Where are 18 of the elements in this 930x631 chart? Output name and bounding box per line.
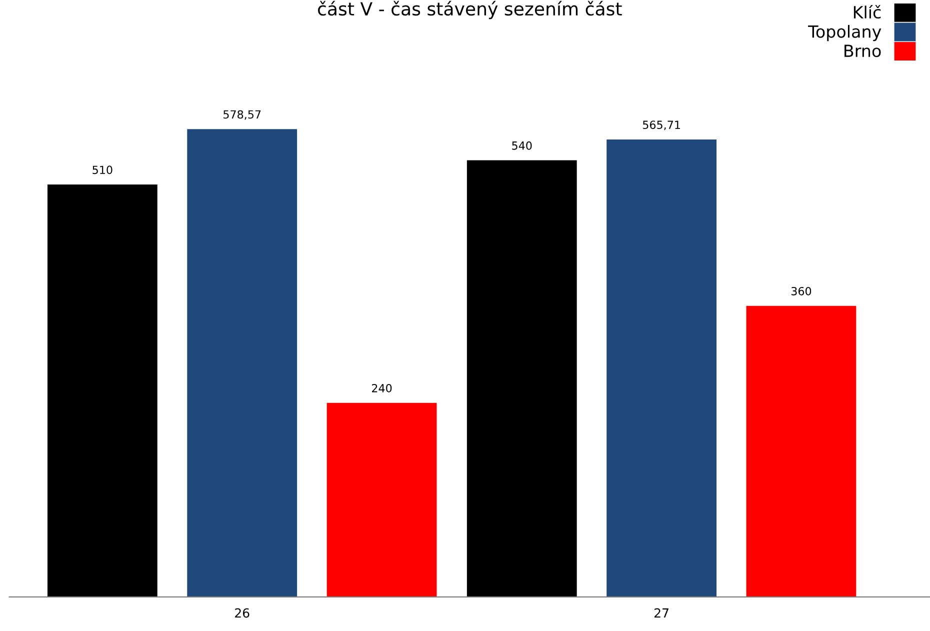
bar bbox=[47, 184, 158, 597]
bar bbox=[466, 160, 577, 597]
bar bbox=[326, 402, 437, 597]
x-tick-label: 26 bbox=[235, 608, 250, 618]
x-tick-label: 27 bbox=[654, 608, 668, 618]
data-label: 360 bbox=[791, 286, 812, 296]
bar bbox=[746, 306, 856, 597]
data-label: 240 bbox=[372, 384, 392, 392]
bar bbox=[606, 140, 716, 597]
bar bbox=[187, 129, 298, 597]
data-label: 510 bbox=[92, 166, 112, 174]
data-label: 540 bbox=[512, 141, 532, 150]
legend-label: Klíč bbox=[854, 4, 881, 19]
chart-title: část V - čas stávený sezením část bbox=[318, 0, 622, 20]
data-label: 565,71 bbox=[642, 120, 680, 130]
data-label: 578,57 bbox=[224, 110, 261, 120]
legend-label: Brno bbox=[844, 44, 881, 58]
legend-label: Topolany bbox=[808, 24, 882, 42]
